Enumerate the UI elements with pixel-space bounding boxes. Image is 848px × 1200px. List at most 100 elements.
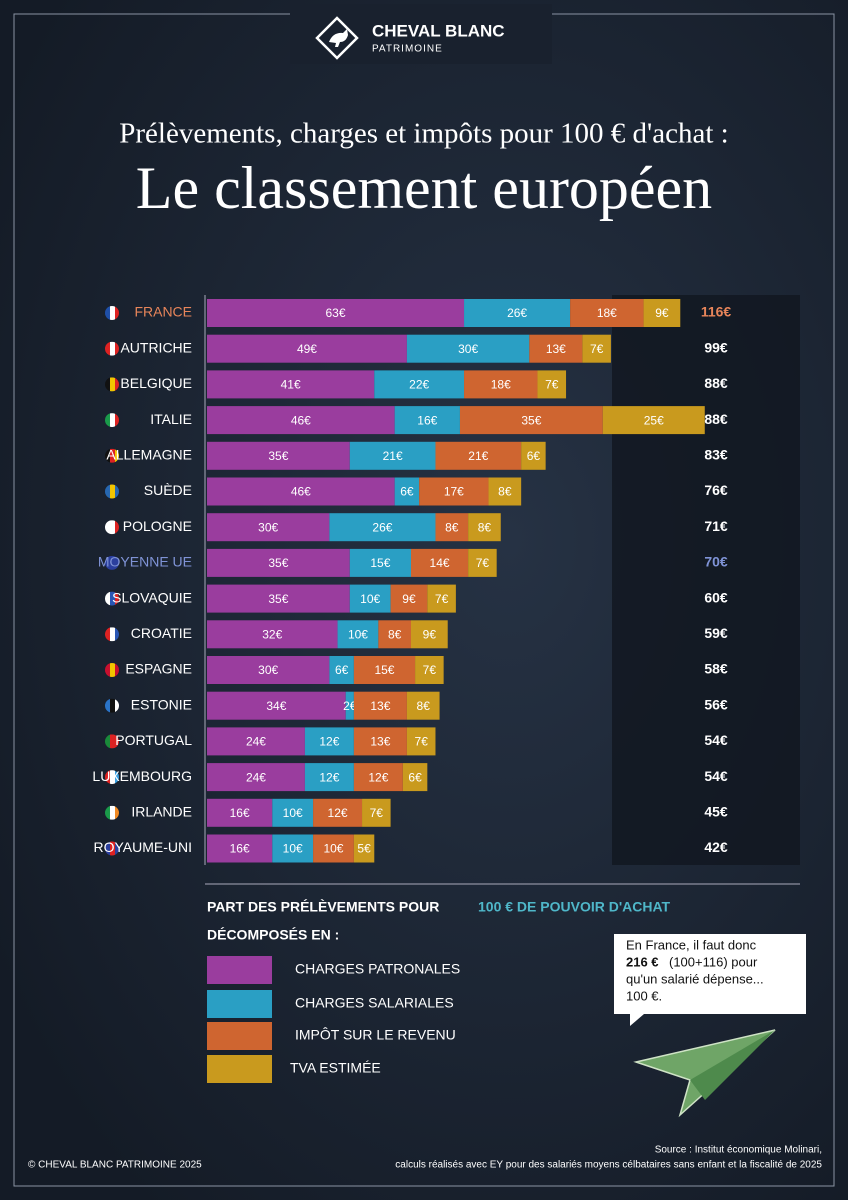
bar-segment xyxy=(207,406,395,435)
flag-stripe xyxy=(105,413,110,427)
value-label: 7€ xyxy=(590,342,604,356)
flag-stripe xyxy=(110,627,115,641)
bar-segment xyxy=(459,406,603,435)
bar-segment xyxy=(406,727,436,756)
flag-stripe xyxy=(110,734,115,748)
note-box xyxy=(614,934,806,1014)
value-label: 7€ xyxy=(423,663,437,677)
value-label: 17€ xyxy=(444,485,464,499)
bar-segment xyxy=(207,798,273,827)
value-label: 8€ xyxy=(445,520,459,534)
legend-label: CHARGES SALARIALES xyxy=(295,995,454,1011)
bar-segment xyxy=(521,441,546,470)
value-label: 35€ xyxy=(268,449,288,463)
copyright: © CHEVAL BLANC PATRIMOINE 2025 xyxy=(28,1160,202,1171)
value-label: 12€ xyxy=(319,735,339,749)
value-label: 34€ xyxy=(266,699,286,713)
value-label: 10€ xyxy=(283,806,303,820)
flag-stripe xyxy=(115,306,120,320)
bar-segment xyxy=(464,370,538,399)
logo-mark xyxy=(315,16,359,60)
bar-segment xyxy=(207,477,395,506)
flag-stripe xyxy=(110,699,115,713)
flag-stripe xyxy=(110,449,115,463)
bar-segment xyxy=(419,477,489,506)
total-label: 54€ xyxy=(704,732,728,748)
bar-segment xyxy=(207,656,330,684)
value-label: 15€ xyxy=(374,663,394,677)
value-label: 10€ xyxy=(283,842,303,856)
country-label: FRANCE xyxy=(134,304,192,320)
flag-stripe xyxy=(115,842,120,856)
bar-segment xyxy=(353,727,407,756)
total-label: 116€ xyxy=(701,304,732,320)
country-label: ROYAUME-UNI xyxy=(93,839,192,855)
country-label: IRLANDE xyxy=(131,804,192,820)
legend-title-accent: 100 € DE POUVOIR D'ACHAT xyxy=(478,899,671,915)
value-label: 46€ xyxy=(291,485,311,499)
bar-segment xyxy=(349,548,411,577)
flag-stripe xyxy=(110,556,115,570)
flag-stripe xyxy=(115,449,120,463)
value-label: 2€ xyxy=(343,699,357,713)
value-label: 32€ xyxy=(262,627,282,641)
value-label: 12€ xyxy=(319,770,339,784)
value-label: 6€ xyxy=(335,663,349,677)
value-label: 13€ xyxy=(370,699,390,713)
value-label: 35€ xyxy=(268,556,288,570)
bar-segment xyxy=(435,441,522,470)
value-label: 30€ xyxy=(258,663,278,677)
flag-stripe xyxy=(110,520,115,534)
bar-segment xyxy=(207,299,465,327)
total-label: 59€ xyxy=(704,625,728,641)
bar-segment xyxy=(582,334,611,363)
total-label: 60€ xyxy=(704,589,728,605)
bar-segment xyxy=(207,834,273,863)
value-label: 16€ xyxy=(230,806,250,820)
flag-stripe xyxy=(105,770,110,784)
value-label: 7€ xyxy=(476,556,490,570)
bar-segment xyxy=(411,548,469,577)
flag-stripe xyxy=(115,342,120,356)
value-label: 9€ xyxy=(402,592,416,606)
total-label: 88€ xyxy=(704,375,728,391)
flag-stripe xyxy=(115,377,120,391)
value-label: 10€ xyxy=(323,842,343,856)
country-label: POLOGNE xyxy=(123,518,192,534)
bar-segment xyxy=(272,834,314,863)
bar-segment xyxy=(207,691,346,720)
flag-stripe xyxy=(105,592,110,606)
bar-segment xyxy=(406,691,440,720)
flag-stripe xyxy=(110,306,115,320)
bar-segment xyxy=(411,620,448,649)
note-tail xyxy=(630,1014,644,1026)
country-label: MOYENNE UE xyxy=(98,554,192,570)
country-label: CROATIE xyxy=(131,625,192,641)
value-label: 18€ xyxy=(491,378,511,392)
bar-segment xyxy=(272,798,314,827)
value-label: 8€ xyxy=(417,699,431,713)
bar-segment xyxy=(415,656,444,684)
flag-stripe xyxy=(105,449,110,463)
value-label: 46€ xyxy=(291,413,311,427)
bar-segment xyxy=(345,691,354,720)
total-label: 54€ xyxy=(704,768,728,784)
value-label: 5€ xyxy=(357,842,371,856)
brand-sub: PATRIMOINE xyxy=(372,44,443,55)
bar-segment xyxy=(329,656,354,684)
flag-stripe xyxy=(115,770,120,784)
flag-stripe xyxy=(115,520,120,534)
country-label: BELGIQUE xyxy=(120,375,192,391)
flag-stripe xyxy=(105,806,110,820)
value-label: 8€ xyxy=(498,485,512,499)
value-label: 35€ xyxy=(521,413,541,427)
total-label: 71€ xyxy=(704,518,728,534)
bar-segment xyxy=(468,548,497,577)
bar-segment xyxy=(207,727,305,756)
note-bold: 216 € xyxy=(626,954,659,969)
bar-segment xyxy=(435,513,469,542)
bar-segment xyxy=(329,513,436,542)
bar-segment xyxy=(406,334,530,363)
flag-stripe xyxy=(115,734,120,748)
flag-stripe xyxy=(110,770,115,784)
